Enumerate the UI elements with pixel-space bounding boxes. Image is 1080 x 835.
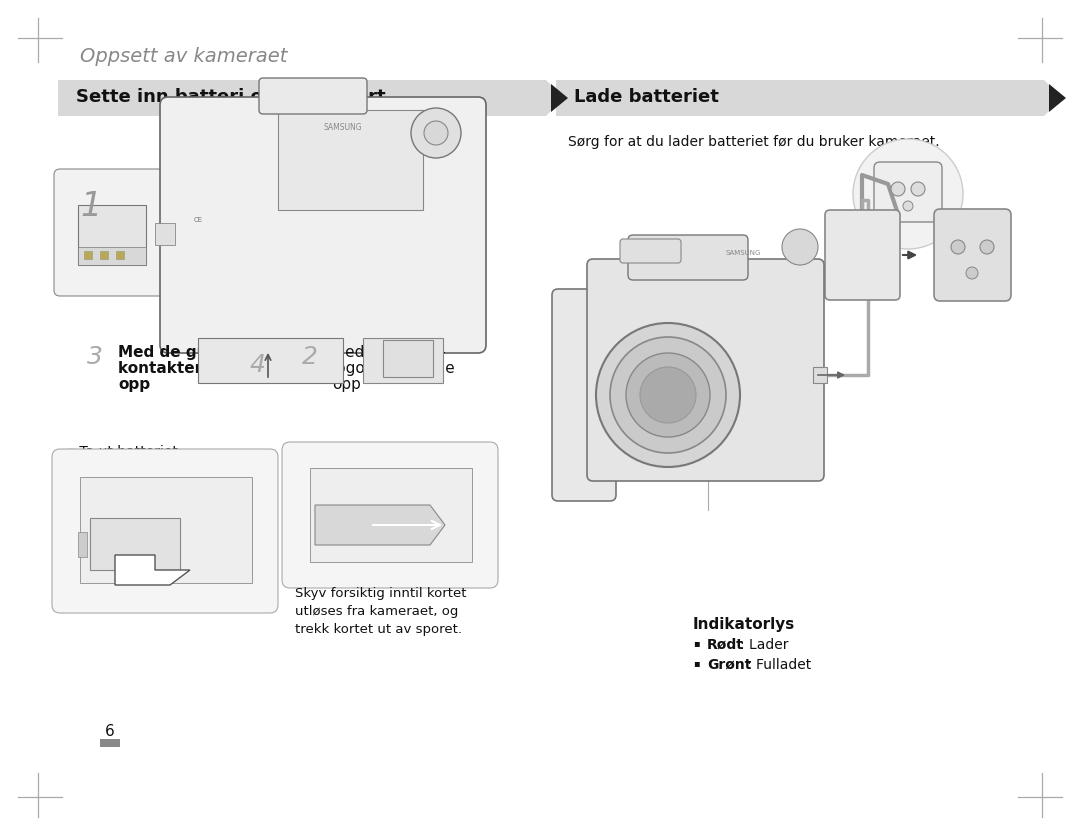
Text: opp: opp (332, 377, 361, 392)
Bar (813, 367, 827, 383)
Text: Indikatorlys: Indikatorlys (693, 617, 795, 632)
Text: 3: 3 (87, 345, 103, 369)
Bar (156, 223, 175, 245)
Bar (78, 205, 146, 265)
Text: : Lader: : Lader (740, 638, 788, 652)
Text: ▾ Ta ut batteriet: ▾ Ta ut batteriet (68, 445, 178, 459)
Bar (100, 251, 108, 259)
FancyBboxPatch shape (874, 162, 942, 222)
Bar (310, 468, 472, 562)
FancyBboxPatch shape (52, 449, 278, 613)
Bar (100, 739, 120, 747)
Polygon shape (58, 80, 564, 116)
FancyBboxPatch shape (160, 97, 486, 353)
FancyBboxPatch shape (552, 289, 616, 501)
FancyBboxPatch shape (825, 210, 900, 300)
Text: Med de gullfargede: Med de gullfargede (118, 345, 284, 360)
Text: SAMSUNG: SAMSUNG (324, 123, 362, 131)
Bar (278, 110, 423, 210)
FancyBboxPatch shape (934, 209, 1011, 301)
Text: 4: 4 (249, 353, 266, 377)
Circle shape (891, 182, 905, 196)
Bar (198, 338, 343, 383)
Text: ▾ Ta ut minnekortet.: ▾ Ta ut minnekortet. (300, 445, 438, 459)
Text: 6: 6 (105, 725, 114, 740)
Bar (78, 532, 87, 557)
Bar (363, 338, 443, 383)
Text: Grønt: Grønt (707, 658, 752, 672)
Text: 1: 1 (80, 190, 102, 223)
Polygon shape (1049, 84, 1066, 112)
FancyBboxPatch shape (627, 235, 748, 280)
Text: : Fulladet: : Fulladet (747, 658, 811, 672)
Polygon shape (383, 340, 433, 377)
Text: Sørg for at du lader batteriet før du bruker kameraet.: Sørg for at du lader batteriet før du br… (568, 135, 940, 149)
Bar (90, 518, 180, 570)
Text: ▪: ▪ (693, 638, 700, 648)
FancyArrowPatch shape (373, 521, 440, 529)
Text: Sette inn batteri og minnekort: Sette inn batteri og minnekort (76, 88, 386, 106)
Polygon shape (315, 505, 445, 545)
Circle shape (782, 229, 818, 265)
Circle shape (912, 182, 924, 196)
Circle shape (640, 367, 696, 423)
Text: 2: 2 (302, 345, 318, 369)
FancyBboxPatch shape (620, 239, 681, 263)
Circle shape (951, 240, 966, 254)
Circle shape (424, 121, 448, 145)
Text: logoen pekende: logoen pekende (332, 361, 455, 376)
Text: Lade batteriet: Lade batteriet (573, 88, 719, 106)
Text: Med Samsung-: Med Samsung- (332, 345, 446, 360)
Text: CE: CE (193, 217, 203, 223)
Text: kontaktene pekende: kontaktene pekende (118, 361, 295, 376)
Circle shape (411, 108, 461, 158)
Polygon shape (556, 80, 1062, 116)
Text: SAMSUNG: SAMSUNG (726, 250, 760, 256)
Text: ▪: ▪ (693, 658, 700, 668)
Circle shape (610, 337, 726, 453)
FancyBboxPatch shape (282, 442, 498, 588)
Circle shape (980, 240, 994, 254)
Bar (80, 477, 252, 583)
Circle shape (903, 201, 913, 211)
Polygon shape (551, 84, 568, 112)
Text: opp: opp (118, 377, 150, 392)
Polygon shape (114, 555, 190, 585)
Circle shape (853, 139, 963, 249)
FancyBboxPatch shape (54, 169, 195, 296)
Text: Rødt: Rødt (707, 638, 744, 652)
FancyBboxPatch shape (588, 259, 824, 481)
Circle shape (626, 353, 710, 437)
Circle shape (596, 323, 740, 467)
Bar (78, 247, 146, 265)
Text: Skyv forsiktig inntil kortet
utløses fra kameraet, og
trekk kortet ut av sporet.: Skyv forsiktig inntil kortet utløses fra… (295, 587, 467, 636)
FancyBboxPatch shape (259, 78, 367, 114)
Bar (116, 251, 124, 259)
Bar (84, 251, 92, 259)
Circle shape (966, 267, 978, 279)
Text: Oppsett av kameraet: Oppsett av kameraet (80, 47, 287, 66)
